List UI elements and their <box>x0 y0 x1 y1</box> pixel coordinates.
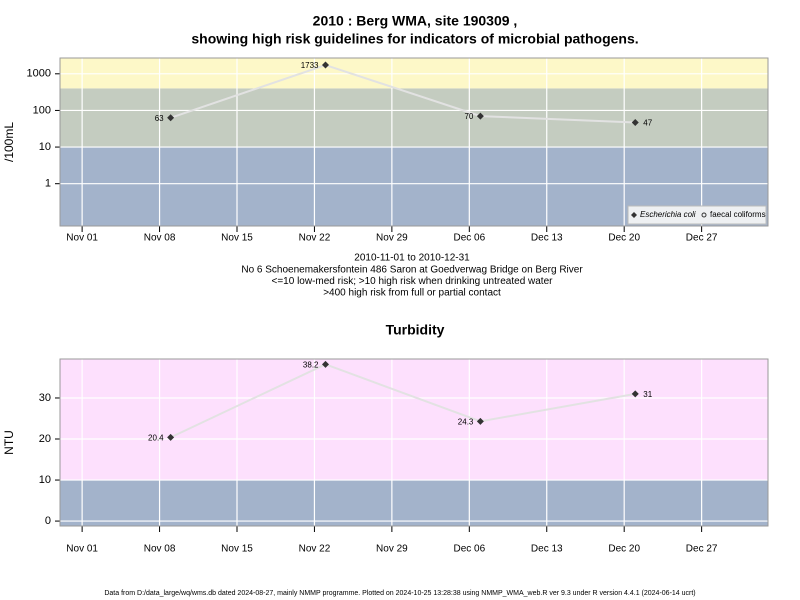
x-tick-label: Nov 22 <box>299 233 331 244</box>
legend-marker <box>701 212 707 218</box>
plot-frame <box>59 57 769 227</box>
x-tick-label: Nov 29 <box>376 233 408 244</box>
caption: <=10 low-med risk; >10 high risk when dr… <box>272 276 554 287</box>
legend-label: faecal coliforms <box>710 210 766 219</box>
series-line <box>170 63 636 124</box>
plot-frame <box>59 358 769 527</box>
y-tick-label: 100 <box>33 104 51 116</box>
y-axis-label: /100mL <box>2 122 16 162</box>
data-label: 24.3 <box>458 417 474 426</box>
risk-band <box>60 480 768 526</box>
x-tick-label: Nov 22 <box>299 544 331 555</box>
x-tick-label: Nov 15 <box>221 233 253 244</box>
data-point <box>167 433 175 441</box>
x-tick-label: Nov 08 <box>144 544 176 555</box>
x-tick-label: Dec 06 <box>453 544 485 555</box>
x-tick-label: Dec 20 <box>608 544 640 555</box>
x-tick-label: Dec 13 <box>531 544 563 555</box>
y-tick-label: 30 <box>39 392 51 404</box>
risk-band <box>60 359 768 481</box>
chart-title: 2010 : Berg WMA, site 190309 , <box>313 13 518 29</box>
legend-box <box>627 205 767 225</box>
risk-band <box>60 88 768 148</box>
chart-title: showing high risk guidelines for indicat… <box>191 31 638 47</box>
series-line <box>170 363 636 439</box>
legend: Escherichia coli faecal coliforms <box>627 205 767 225</box>
x-tick-label: Nov 29 <box>376 544 408 555</box>
x-tick-label: Dec 27 <box>686 233 718 244</box>
x-tick-label: Dec 06 <box>453 233 485 244</box>
data-point <box>322 61 329 69</box>
y-tick-label: 20 <box>39 433 51 445</box>
x-tick-label: Nov 08 <box>144 233 176 244</box>
footer: Data from D:/data_large/wq/wms.db dated … <box>104 590 695 597</box>
x-tick-label: Dec 20 <box>608 233 640 244</box>
y-axis-label: NTU <box>2 430 16 455</box>
x-tick-label: Nov 01 <box>66 233 98 244</box>
data-point <box>631 390 639 398</box>
data-label: 31 <box>643 390 652 399</box>
data-point <box>322 360 329 368</box>
y-tick-label: 10 <box>39 474 51 486</box>
risk-band <box>60 58 768 89</box>
y-tick-label: 1000 <box>27 68 51 80</box>
legend-marker <box>631 212 637 218</box>
data-point <box>476 112 484 120</box>
data-label: 47 <box>643 119 652 128</box>
x-tick-label: Nov 15 <box>221 544 253 555</box>
data-point <box>631 118 639 126</box>
chart-title: Turbidity <box>386 322 445 338</box>
y-tick-label: 10 <box>39 141 51 153</box>
x-tick-label: Dec 13 <box>531 233 563 244</box>
y-tick-label: 1 <box>45 178 51 190</box>
caption: No 6 Schoenemakersfontein 486 Saron at G… <box>241 264 583 275</box>
data-label: 20.4 <box>148 433 164 442</box>
x-tick-label: Dec 27 <box>686 544 718 555</box>
caption: 2010-11-01 to 2010-12-31 <box>354 253 470 264</box>
data-label: 1733 <box>301 61 319 70</box>
data-point <box>476 417 484 425</box>
data-label: 70 <box>464 112 473 121</box>
data-label: 38.2 <box>303 360 319 369</box>
data-label: 63 <box>155 114 164 123</box>
data-point <box>167 114 175 122</box>
x-tick-label: Nov 01 <box>66 544 98 555</box>
y-tick-label: 0 <box>45 515 51 527</box>
legend-label: Escherichia coli <box>640 210 696 219</box>
caption: >400 high risk from full or partial cont… <box>323 288 501 299</box>
